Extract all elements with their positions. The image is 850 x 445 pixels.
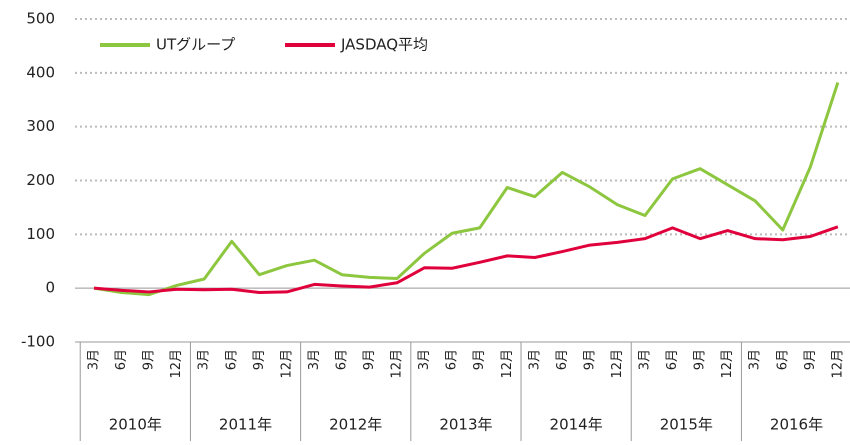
x-tick-label: 12月 (830, 349, 845, 379)
x-tick-label: 6月 (114, 349, 129, 370)
x-tick-label: 6月 (334, 349, 349, 370)
series-line (93, 82, 840, 297)
x-tick-label: 6月 (224, 349, 239, 370)
y-tick-label: 500 (26, 10, 55, 28)
x-tick-label: 12月 (279, 349, 294, 379)
group-label: 2016年 (770, 416, 823, 434)
y-tick-label: 200 (26, 171, 55, 189)
group-label: 2010年 (109, 416, 162, 434)
legend-label: UTグループ (156, 36, 235, 54)
x-tick-label: 3月 (748, 349, 763, 370)
y-tick-label: 300 (26, 117, 55, 135)
x-tick-label: 9月 (693, 349, 708, 370)
group-label: 2015年 (660, 416, 713, 434)
x-tick-label: 6月 (775, 349, 790, 370)
group-label: 2013年 (439, 416, 492, 434)
x-tick-label: 3月 (417, 349, 432, 370)
x-tick-label: 9月 (142, 349, 157, 370)
x-tick-label: 6月 (445, 349, 460, 370)
x-tick-label: 9月 (803, 349, 818, 370)
x-tick-label: 3月 (197, 349, 212, 370)
x-tick-label: 3月 (87, 349, 102, 370)
group-label: 2012年 (329, 416, 382, 434)
x-tick-label: 9月 (472, 349, 487, 370)
x-tick-label: 12月 (500, 349, 515, 379)
x-tick-label: 6月 (665, 349, 680, 370)
x-tick-label: 3月 (527, 349, 542, 370)
x-tick-label: 9月 (252, 349, 267, 370)
x-tick-label: 12月 (390, 349, 405, 379)
y-tick-label: 100 (26, 225, 55, 243)
x-tick-label: 6月 (555, 349, 570, 370)
x-tick-label: 9月 (582, 349, 597, 370)
x-tick-label: 12月 (720, 349, 735, 379)
x-tick-label: 3月 (307, 349, 322, 370)
group-label: 2011年 (219, 416, 272, 434)
legend-label: JASDAQ平均 (340, 36, 428, 54)
x-tick-label: 9月 (362, 349, 377, 370)
y-tick-label: 400 (26, 63, 55, 81)
group-label: 2014年 (550, 416, 603, 434)
x-tick-label: 12月 (169, 349, 184, 379)
y-tick-label: 0 (45, 279, 55, 297)
x-tick-label: 3月 (638, 349, 653, 370)
y-tick-label: -100 (21, 333, 55, 351)
series-line (93, 225, 839, 294)
x-tick-label: 12月 (610, 349, 625, 379)
